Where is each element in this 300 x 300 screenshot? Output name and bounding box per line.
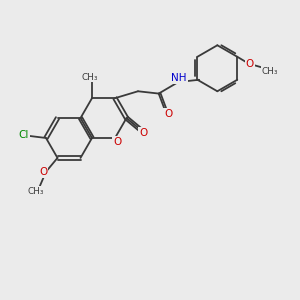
Text: O: O	[246, 59, 254, 69]
Text: O: O	[39, 167, 47, 177]
Text: CH₃: CH₃	[28, 187, 44, 196]
Text: CH₃: CH₃	[82, 73, 98, 82]
Text: NH: NH	[172, 73, 187, 83]
Text: O: O	[139, 128, 147, 138]
Text: CH₃: CH₃	[262, 67, 278, 76]
Text: O: O	[113, 137, 121, 147]
Text: Cl: Cl	[18, 130, 29, 140]
Text: O: O	[164, 109, 173, 119]
